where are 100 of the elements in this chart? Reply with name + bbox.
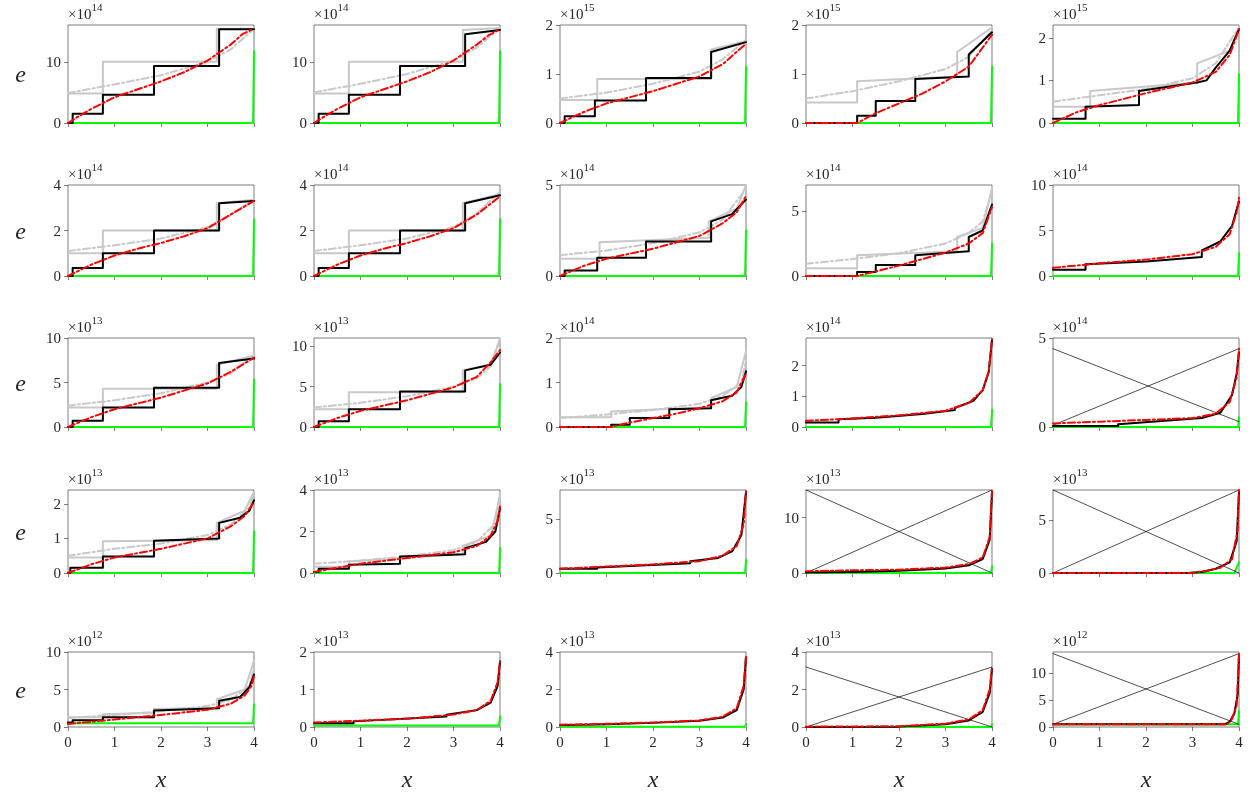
y-tick-label: 2 bbox=[53, 495, 61, 512]
x-tick-label: 4 bbox=[1235, 733, 1244, 750]
y-tick-label: 5 bbox=[53, 374, 61, 391]
y-tick-label: 0 bbox=[1038, 565, 1046, 581]
x-tick-label: 2 bbox=[649, 733, 657, 750]
y-tick-label: 2 bbox=[545, 681, 553, 698]
y-tick-label: 4 bbox=[299, 482, 308, 498]
y-tick-label: 1 bbox=[53, 530, 61, 547]
y-tick-label: 2 bbox=[299, 523, 307, 540]
y-tick-label: 2 bbox=[791, 681, 799, 698]
x-tick-label: 0 bbox=[64, 733, 72, 750]
x-tick-label: 3 bbox=[203, 733, 212, 750]
y-tick-label: 10 bbox=[784, 509, 799, 526]
y-tick-label: 2 bbox=[299, 644, 307, 660]
y-tick-label: 0 bbox=[53, 419, 61, 435]
x-tick-label: 1 bbox=[1095, 733, 1104, 750]
y-axis-title: e bbox=[15, 518, 27, 545]
y-axis-title: e bbox=[15, 61, 27, 87]
y-tick-label: 0 bbox=[791, 419, 799, 435]
y-tick-label: 2 bbox=[791, 357, 799, 374]
y-tick-label: 4 bbox=[299, 177, 308, 193]
y-tick-label: 0 bbox=[791, 719, 799, 735]
y-tick-label: 0 bbox=[1038, 419, 1046, 435]
y-tick-label: 0 bbox=[1038, 268, 1046, 284]
y-tick-label: 10 bbox=[1031, 665, 1046, 682]
x-axis-title: x bbox=[400, 766, 413, 792]
y-tick-label: 0 bbox=[299, 115, 307, 131]
x-tick-label: 0 bbox=[556, 733, 564, 750]
x-axis-title: x bbox=[1139, 766, 1152, 792]
y-tick-label: 1 bbox=[545, 374, 553, 391]
x-tick-label: 3 bbox=[695, 733, 704, 750]
x-axis-title: x bbox=[892, 766, 905, 792]
y-tick-label: 0 bbox=[791, 565, 799, 581]
x-tick-label: 0 bbox=[802, 733, 810, 750]
y-axis-title: e bbox=[15, 369, 27, 396]
x-tick-label: 4 bbox=[988, 733, 997, 750]
x-tick-label: 4 bbox=[742, 733, 751, 750]
x-tick-label: 2 bbox=[157, 733, 165, 750]
y-tick-label: 0 bbox=[1038, 719, 1046, 735]
y-tick-label: 0 bbox=[1038, 115, 1046, 131]
y-tick-label: 10 bbox=[1031, 177, 1046, 193]
y-tick-label: 2 bbox=[299, 222, 307, 239]
x-axis-title: x bbox=[646, 766, 659, 792]
x-tick-label: 4 bbox=[496, 733, 505, 750]
x-tick-label: 1 bbox=[356, 733, 365, 750]
x-tick-label: 2 bbox=[1142, 733, 1150, 750]
y-tick-label: 0 bbox=[545, 419, 553, 435]
y-tick-label: 5 bbox=[53, 681, 61, 698]
y-tick-label: 0 bbox=[791, 268, 799, 284]
y-tick-label: 0 bbox=[53, 565, 61, 581]
x-tick-label: 0 bbox=[1049, 733, 1057, 750]
y-tick-label: 2 bbox=[545, 17, 553, 33]
y-tick-label: 0 bbox=[53, 719, 61, 735]
x-tick-label: 3 bbox=[941, 733, 950, 750]
x-tick-label: 2 bbox=[895, 733, 903, 750]
y-tick-label: 1 bbox=[791, 66, 799, 82]
y-tick-label: 10 bbox=[292, 53, 307, 70]
y-tick-label: 5 bbox=[1038, 330, 1046, 346]
y-tick-label: 0 bbox=[545, 268, 553, 284]
y-tick-label: 0 bbox=[299, 719, 307, 735]
y-tick-label: 1 bbox=[545, 66, 553, 82]
y-tick-label: 0 bbox=[545, 115, 553, 131]
x-tick-label: 1 bbox=[848, 733, 857, 750]
y-tick-label: 0 bbox=[791, 115, 799, 131]
y-axis-title: e bbox=[15, 217, 27, 244]
y-tick-label: 1 bbox=[791, 388, 799, 405]
y-tick-label: 0 bbox=[53, 115, 61, 131]
x-tick-label: 3 bbox=[1188, 733, 1197, 750]
y-tick-label: 2 bbox=[545, 330, 553, 346]
y-tick-label: 0 bbox=[299, 268, 307, 284]
x-tick-label: 1 bbox=[602, 733, 611, 750]
y-tick-label: 5 bbox=[1038, 692, 1046, 709]
y-tick-label: 1 bbox=[299, 681, 307, 698]
x-tick-label: 2 bbox=[403, 733, 411, 750]
y-tick-label: 4 bbox=[53, 177, 62, 193]
y-tick-label: 0 bbox=[545, 565, 553, 581]
y-tick-label: 1 bbox=[1038, 72, 1046, 89]
x-tick-label: 4 bbox=[250, 733, 259, 750]
x-tick-label: 1 bbox=[110, 733, 119, 750]
x-axis-title: x bbox=[154, 766, 167, 792]
x-tick-label: 3 bbox=[449, 733, 458, 750]
y-tick-label: 4 bbox=[545, 644, 554, 660]
y-tick-label: 2 bbox=[791, 17, 799, 33]
y-tick-label: 0 bbox=[545, 719, 553, 735]
y-tick-label: 5 bbox=[791, 203, 799, 219]
y-tick-label: 0 bbox=[299, 565, 307, 581]
y-tick-label: 10 bbox=[46, 330, 61, 346]
y-tick-label: 4 bbox=[791, 644, 800, 660]
y-tick-label: 0 bbox=[53, 268, 61, 284]
y-tick-label: 5 bbox=[545, 177, 553, 193]
y-tick-label: 2 bbox=[53, 222, 61, 239]
y-tick-label: 10 bbox=[46, 53, 61, 70]
y-tick-label: 0 bbox=[299, 419, 307, 435]
y-tick-label: 2 bbox=[1038, 29, 1046, 46]
y-tick-label: 5 bbox=[1038, 511, 1046, 528]
y-tick-label: 5 bbox=[1038, 222, 1046, 239]
y-tick-label: 5 bbox=[299, 378, 307, 395]
y-tick-label: 10 bbox=[292, 338, 307, 355]
y-axis-title: e bbox=[15, 676, 27, 703]
y-tick-label: 10 bbox=[46, 644, 61, 660]
